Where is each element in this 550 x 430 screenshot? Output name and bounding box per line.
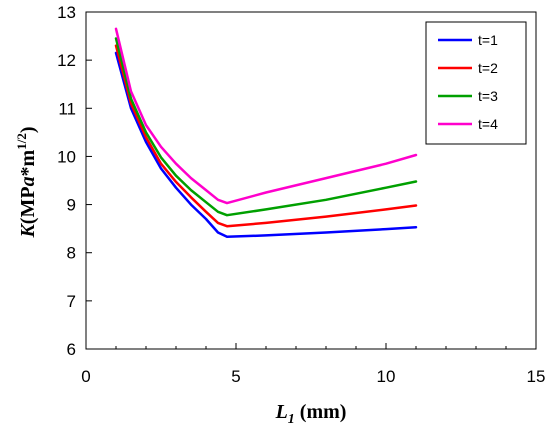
y-tick-label: 11 <box>58 99 76 118</box>
y-tick-label: 6 <box>67 340 76 359</box>
y-tick-label: 7 <box>67 292 76 311</box>
legend-items: t=1 t=2 t=3 t=4 <box>438 32 498 132</box>
x-tick-label: 15 <box>527 367 546 386</box>
y-axis-title: K(MPa*m1/2) <box>14 126 39 238</box>
x-tick-label: 10 <box>377 367 396 386</box>
y-tick-label: 10 <box>57 147 76 166</box>
series-line-t=4 <box>114 27 418 205</box>
series-lines <box>114 27 418 239</box>
y-tick-label: 8 <box>67 244 76 263</box>
x-axis-title: L1 (mm) <box>275 401 347 427</box>
plot-area <box>85 11 537 350</box>
legend: t=1 t=2 t=3 t=4 <box>425 21 527 145</box>
legend-label: t=2 <box>478 60 498 76</box>
series-line-t=3 <box>114 37 418 217</box>
y-tick-label: 9 <box>67 196 76 215</box>
legend-label: t=3 <box>478 88 498 104</box>
x-tick-label: 0 <box>81 367 90 386</box>
series-line-t=1 <box>114 51 418 239</box>
y-tick-label: 12 <box>57 51 76 70</box>
y-tick-label: 13 <box>57 3 76 22</box>
x-tick-label: 5 <box>231 367 240 386</box>
legend-label: t=4 <box>478 116 498 132</box>
series-line-t=2 <box>114 44 418 228</box>
legend-label: t=1 <box>478 32 498 48</box>
axis-ticks: 0 5 10 15 6 7 8 9 10 11 12 13 <box>57 3 545 386</box>
